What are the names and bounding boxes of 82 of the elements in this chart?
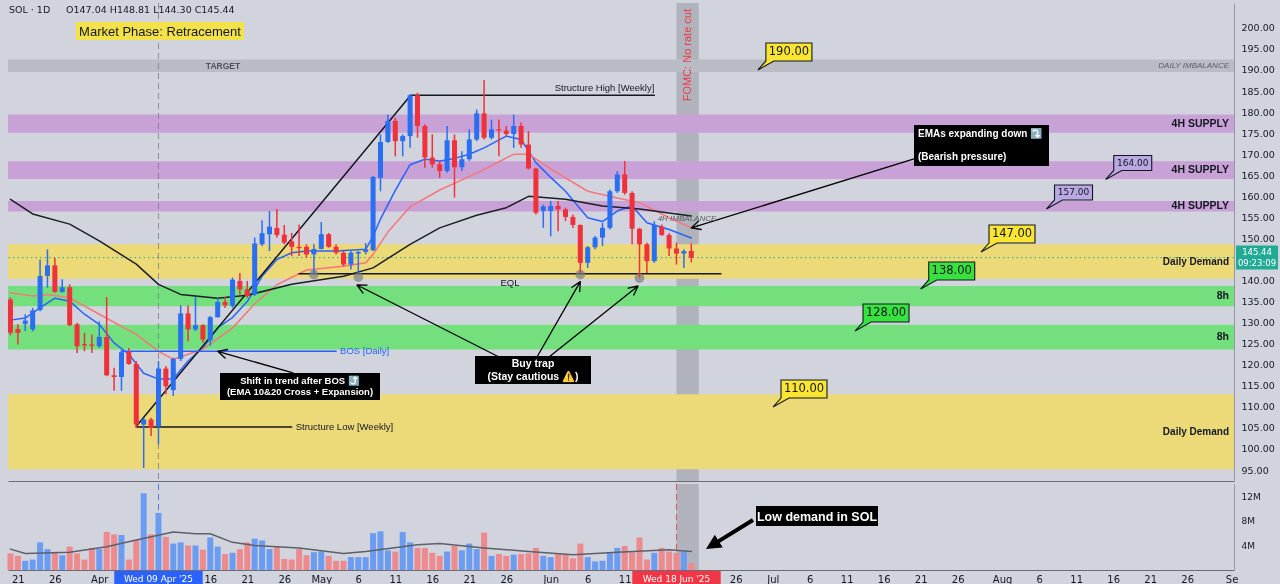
y-tick-label: 4M [1241, 540, 1255, 551]
x-tick-label: 21 [12, 573, 25, 584]
chart-title: SOL · 1D [9, 4, 51, 15]
y-tick-label: 165.00 [1241, 169, 1275, 181]
x-tick-label: 21 [1144, 573, 1157, 584]
ref-line-label: Wed 09 Apr '25 [123, 574, 194, 584]
y-tick-label: 8M [1241, 516, 1255, 527]
series-label: Structure Low [Weekly] [295, 421, 394, 433]
band-label: Daily Demand [1162, 425, 1229, 437]
y-tick-label: 160.00 [1241, 190, 1275, 202]
y-tick-label: 180.00 [1241, 106, 1275, 118]
annotation: 157.00 [1057, 187, 1090, 198]
x-tick-label: 26 [1181, 573, 1194, 584]
annotation: Buy trap (Stay cautious ⚠) [487, 356, 579, 383]
x-tick-label: Jun [542, 573, 560, 584]
y-tick-label: 170.00 [1241, 148, 1275, 160]
annotation: Shift in trend after BOS ⤴ (EMA 10&20 Cross + Expansion) [226, 374, 374, 398]
annotation: TARGET [205, 60, 241, 71]
series-label: BOS [Daily] [340, 345, 390, 357]
x-tick-label: 6 [807, 573, 814, 584]
annotation: 164.00 [1116, 157, 1149, 168]
x-tick-label: 11 [840, 573, 854, 584]
y-tick-label: 110.00 [1241, 401, 1275, 413]
y-tick-label: 195.00 [1241, 43, 1275, 55]
y-tick-label: 175.00 [1241, 127, 1275, 139]
y-tick-label: 140.00 [1241, 275, 1275, 287]
y-tick-label: 135.00 [1241, 296, 1275, 308]
series-label: EQL [500, 276, 520, 288]
x-tick-label: 21 [463, 573, 477, 584]
annotation: EMAs expanding down ⤵ (Bearish pressure) [918, 127, 1043, 162]
annotation: 128.00 [865, 305, 907, 319]
x-tick-label: Jul [766, 573, 780, 584]
x-tick-label: 21 [914, 573, 928, 584]
y-tick-label: 95.00 [1241, 464, 1269, 476]
y-tick-label: 12M [1241, 491, 1261, 502]
y-tick-label: 105.00 [1241, 422, 1275, 434]
x-tick-label: 16 [877, 573, 891, 584]
y-tick-label: 155.00 [1241, 211, 1275, 223]
y-tick-label: 150.00 [1241, 232, 1275, 244]
x-tick-label: 26 [49, 573, 62, 584]
y-tick-label: 100.00 [1241, 443, 1275, 455]
x-tick-label: Aug [992, 573, 1013, 584]
x-tick-label: 16 [204, 573, 218, 584]
y-tick-label: 200.00 [1241, 22, 1275, 34]
chart-subtitle: O147.04 H148.81 L144.30 C145.44 [66, 4, 235, 15]
band-label: FOMC: No rate cut [680, 9, 693, 102]
band-label: DAILY IMBALANCE [1158, 60, 1230, 70]
annotation: 110.00 [783, 381, 825, 395]
x-tick-label: Apr [91, 573, 110, 584]
x-tick-label: 6 [585, 573, 592, 584]
band-label: 8h [1216, 330, 1229, 343]
band-label: Daily Demand [1162, 255, 1229, 267]
band-label: 4H SUPPLY [1171, 199, 1229, 212]
y-tick-label: 185.00 [1241, 85, 1275, 97]
x-tick-label: 26 [500, 573, 514, 584]
annotation: 4H IMBALANCE [657, 214, 717, 223]
x-tick-label: 16 [426, 573, 440, 584]
x-tick-label: 21 [241, 573, 255, 584]
band-label: 4H SUPPLY [1171, 116, 1229, 129]
y-tick-label: 130.00 [1241, 317, 1275, 329]
x-tick-label: 11 [1070, 573, 1083, 584]
x-tick-label: May [311, 573, 333, 584]
series-label: Structure High [Weekly] [554, 82, 655, 94]
x-tick-label: 16 [1107, 573, 1120, 584]
x-tick-label: 11 [389, 573, 403, 584]
x-tick-label: 26 [951, 573, 965, 584]
x-tick-label: 26 [729, 573, 743, 584]
y-tick-label: 190.00 [1241, 64, 1275, 76]
annotation: 147.00 [991, 226, 1033, 240]
y-tick-label: 125.00 [1241, 338, 1275, 350]
y-tick-label: 120.00 [1241, 359, 1275, 371]
x-tick-label: 6 [1036, 573, 1043, 584]
band-label: 4H SUPPLY [1171, 163, 1229, 176]
band-label: 8h [1216, 289, 1229, 302]
x-tick-label: 11 [618, 573, 632, 584]
x-tick-label: Se [1225, 573, 1239, 584]
x-tick-label: 26 [278, 573, 292, 584]
annotation: 138.00 [931, 262, 972, 277]
x-tick-label: 6 [355, 573, 362, 584]
ref-line-label: Wed 18 Jun '25 [642, 574, 711, 584]
annotation: 190.00 [768, 43, 810, 58]
y-tick-label: 115.00 [1241, 380, 1275, 392]
